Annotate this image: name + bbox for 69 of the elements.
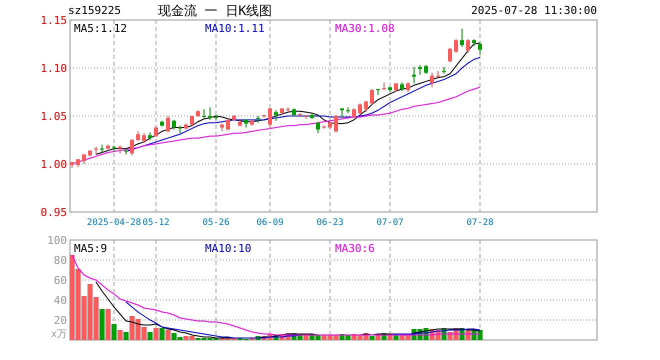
bar: [106, 309, 110, 340]
candlestick: [334, 114, 338, 133]
bar: [160, 328, 164, 340]
candlestick: [352, 108, 356, 118]
text: MA5:9: [74, 242, 108, 255]
candlestick: [208, 106, 212, 120]
candlestick: [358, 103, 362, 116]
x-tick-label: 07-28: [466, 218, 494, 228]
x-tick-label: 05-26: [202, 218, 230, 228]
bar: [154, 328, 158, 340]
y-axis-title: x万: [50, 329, 67, 340]
y-tick-label: 20: [54, 314, 67, 327]
candlestick: [166, 116, 170, 133]
y-tick-label: 1.15: [40, 14, 67, 27]
text: 2025-07-28 11:30:00: [471, 4, 597, 17]
bar: [148, 332, 152, 340]
bar: [112, 324, 116, 340]
candlestick: [412, 66, 416, 84]
bar: [370, 336, 374, 340]
y-tick-label: 1.05: [40, 110, 67, 123]
candlestick: [136, 130, 140, 142]
y-tick-label: 60: [54, 274, 67, 287]
bar: [166, 330, 170, 340]
text: MA10:1.11: [205, 22, 265, 35]
text: MA5:1.12: [74, 22, 127, 35]
candlestick: [154, 126, 158, 138]
candlestick: [418, 64, 422, 76]
y-tick-label: 1.00: [40, 158, 67, 171]
line-series: [72, 86, 480, 164]
x-tick-label: 2025-04-28: [86, 218, 142, 228]
chart-title: 现金流 一 日K线图: [158, 3, 272, 19]
bar: [118, 330, 122, 340]
candlestick: [448, 47, 452, 63]
text: sz159225: [68, 4, 121, 17]
candlestick: [460, 28, 464, 48]
y-tick-label: 100: [47, 234, 67, 247]
bar: [394, 335, 398, 340]
line-series: [126, 56, 480, 152]
text: MA30:6: [335, 242, 375, 255]
candlestick: [364, 100, 368, 113]
candlestick: [454, 38, 458, 54]
y-tick-label: 1.10: [40, 62, 67, 75]
candlestick: [268, 108, 272, 129]
y-tick-label: 80: [54, 254, 67, 267]
candlestick: [316, 121, 320, 134]
x-tick-label: 05-12: [142, 218, 170, 228]
bar: [124, 332, 128, 340]
candlestick: [274, 110, 278, 122]
candlestick: [142, 132, 146, 144]
candlestick: [406, 82, 410, 92]
x-tick-label: 06-23: [316, 218, 344, 228]
y-tick-label: 0.95: [40, 206, 67, 219]
candlestick: [478, 42, 482, 56]
candlestick: [190, 116, 194, 126]
y-tick-label: 40: [54, 294, 67, 307]
candlestick: [226, 118, 230, 131]
text: MA10:10: [205, 242, 252, 255]
candlestick: [430, 72, 434, 88]
candlestick: [172, 119, 176, 130]
candlestick: [94, 146, 98, 155]
line-series: [72, 254, 480, 336]
text: MA30:1.08: [335, 22, 395, 35]
x-tick-label: 07-07: [376, 218, 404, 228]
bar: [100, 309, 104, 340]
x-tick-label: 06-09: [256, 218, 284, 228]
candlestick: [466, 38, 470, 54]
candlestick: [178, 125, 182, 134]
candlestick: [370, 88, 374, 105]
candlestick: [130, 138, 134, 156]
